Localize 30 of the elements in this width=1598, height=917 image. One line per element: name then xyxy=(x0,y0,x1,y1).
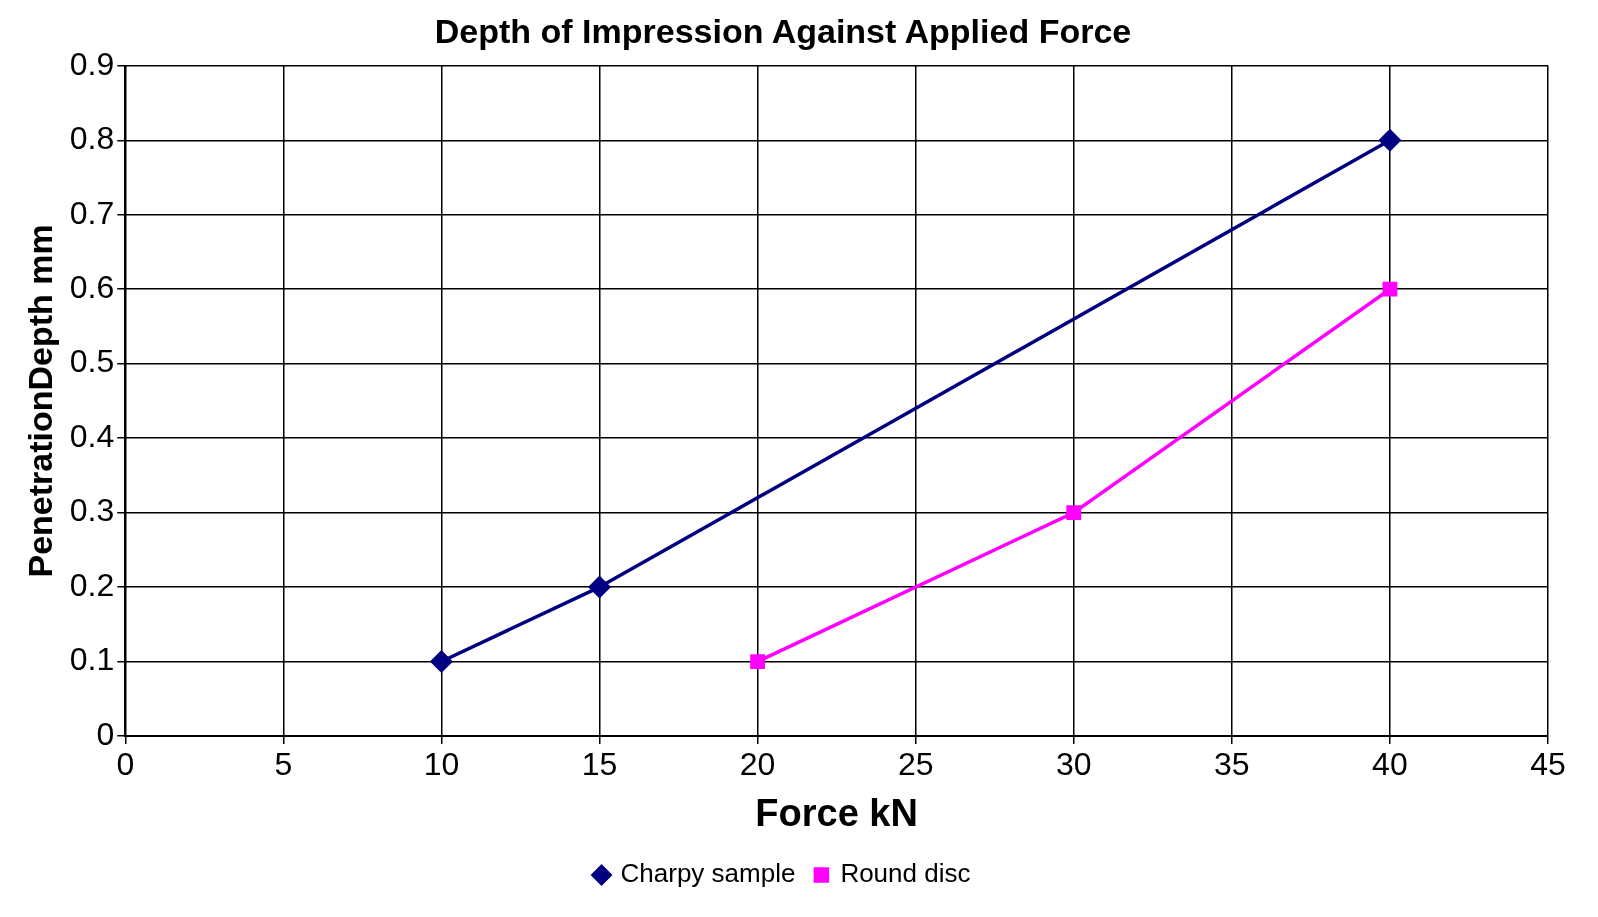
x-tick-label: 10 xyxy=(423,746,460,783)
y-tick-label: 0.1 xyxy=(69,641,115,678)
x-tick-label: 45 xyxy=(1530,746,1566,783)
y-tick-label: 0 xyxy=(96,715,115,752)
y-tick-label: 0.7 xyxy=(69,194,115,231)
x-tick-label: 5 xyxy=(274,746,293,783)
chart-title: Depth of Impression Against Applied Force xyxy=(434,11,1132,50)
x-tick-label: 40 xyxy=(1372,746,1408,783)
legend-label: Charpy sample xyxy=(620,858,796,889)
x-tick-label: 25 xyxy=(897,746,934,783)
y-tick-label: 0.2 xyxy=(69,566,115,603)
y-tick-label: 0.3 xyxy=(69,492,115,529)
point xyxy=(430,650,453,673)
legend-label: Round disc xyxy=(840,858,971,889)
x-tick-label: 20 xyxy=(739,746,776,783)
point xyxy=(1066,505,1082,521)
point xyxy=(1382,281,1398,297)
point xyxy=(750,654,766,669)
y-tick-label: 0.5 xyxy=(69,343,115,380)
y-tick-label: 0.6 xyxy=(69,269,115,306)
x-axis-title: Force kN xyxy=(755,791,918,834)
x-tick-label: 30 xyxy=(1055,746,1092,783)
y-axis-title: PenetrationDepth mm xyxy=(20,224,59,578)
point xyxy=(588,576,611,598)
y-tick-label: 0.9 xyxy=(69,45,115,82)
x-tick-label: 15 xyxy=(581,746,618,783)
point xyxy=(1379,129,1401,152)
y-tick-label: 0.8 xyxy=(69,120,115,157)
y-tick-label: 0.4 xyxy=(69,417,115,454)
x-tick-label: 35 xyxy=(1214,746,1250,783)
